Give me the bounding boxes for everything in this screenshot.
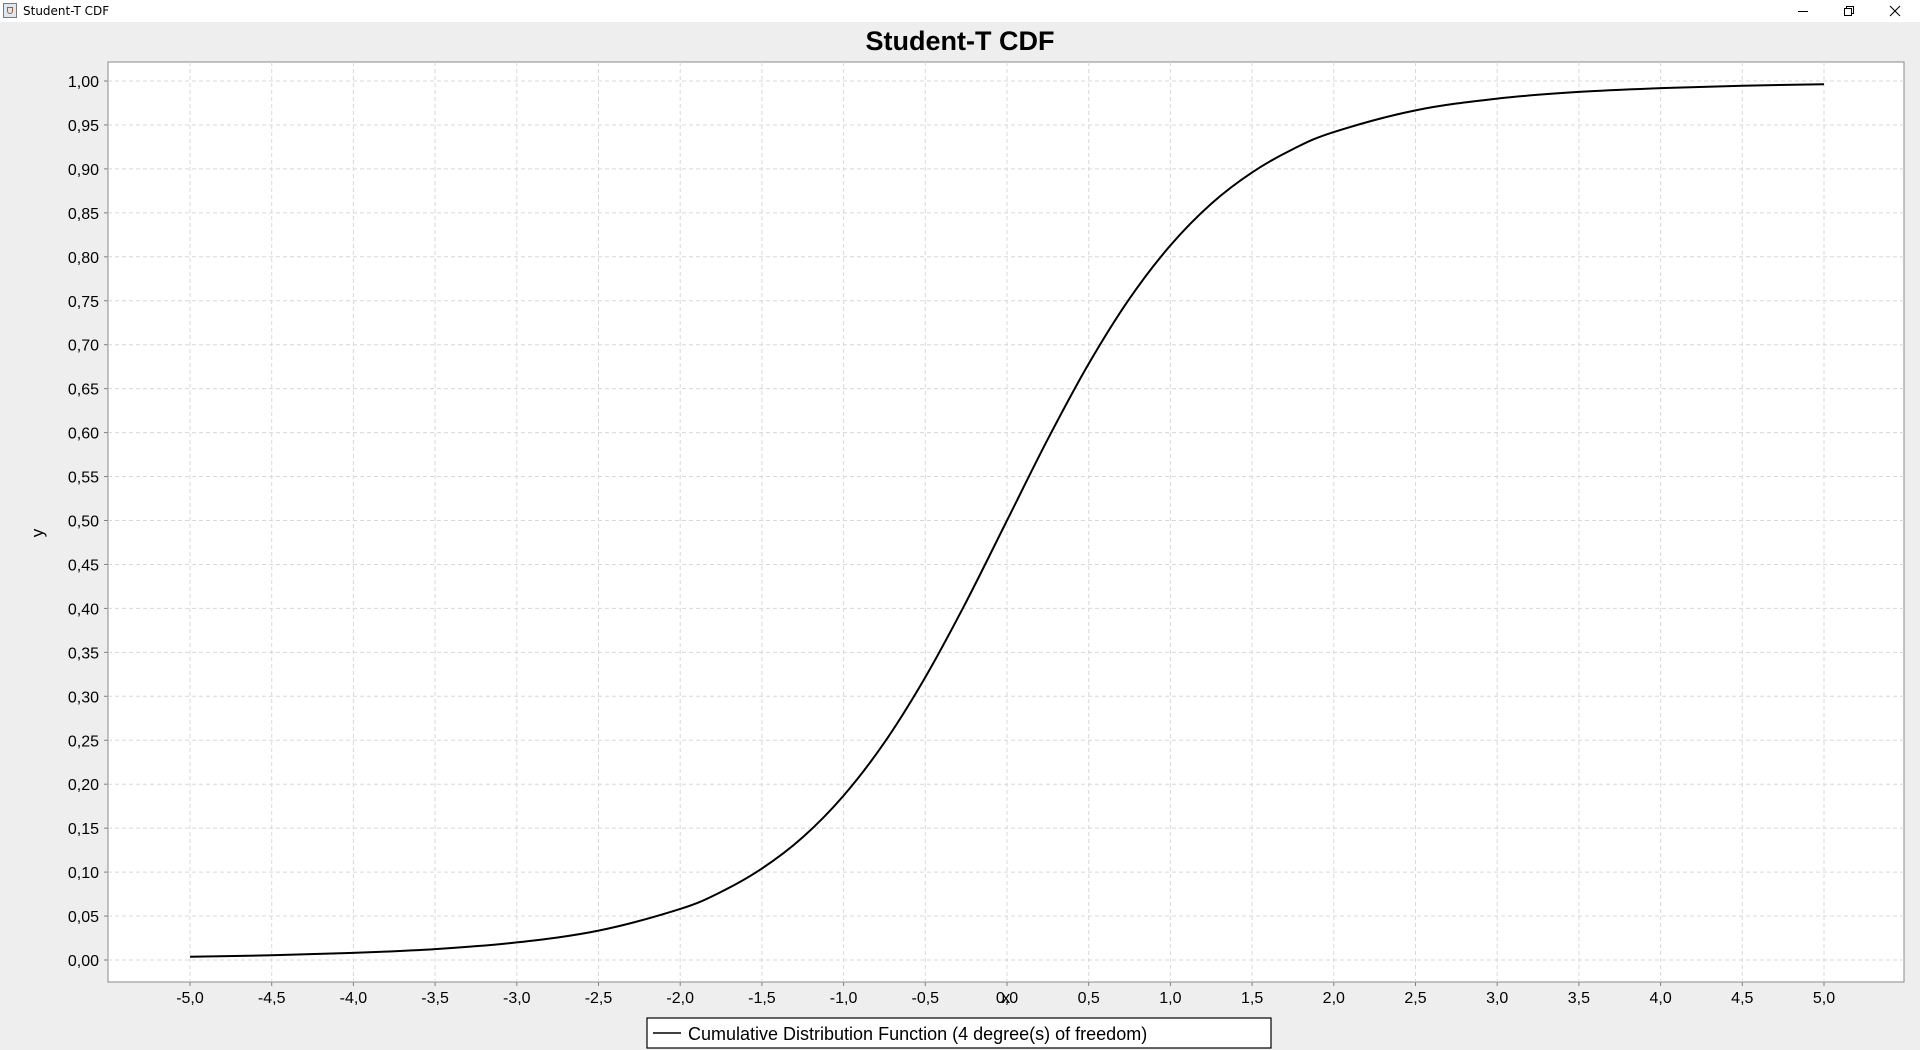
y-tick-label: 0,65 — [68, 382, 99, 399]
y-tick-label: 0,95 — [68, 118, 99, 135]
x-tick-label: 1,0 — [1159, 990, 1181, 1007]
close-button[interactable] — [1872, 0, 1918, 22]
y-tick-label: 0,05 — [68, 909, 99, 926]
close-icon — [1889, 5, 1901, 17]
x-tick-label: -1,5 — [748, 990, 776, 1007]
y-tick-label: 0,75 — [68, 294, 99, 311]
x-tick-label: -4,5 — [258, 990, 286, 1007]
x-tick-label: -3,0 — [503, 990, 531, 1007]
x-tick-label: -1,0 — [830, 990, 858, 1007]
y-tick-label: 0,45 — [68, 557, 99, 574]
y-tick-label: 0,90 — [68, 162, 99, 179]
x-tick-label: -4,0 — [340, 990, 368, 1007]
restore-icon — [1844, 6, 1854, 16]
x-axis-label: x — [1002, 988, 1011, 1007]
x-tick-label: 1,5 — [1241, 990, 1263, 1007]
java-app-icon — [3, 3, 17, 18]
y-axis-label: y — [28, 528, 47, 537]
y-tick-label: 0,25 — [68, 733, 99, 750]
chart-title: Student-T CDF — [866, 26, 1055, 56]
x-tick-label: 2,5 — [1404, 990, 1426, 1007]
y-tick-label: 0,85 — [68, 206, 99, 223]
x-tick-label: -3,5 — [421, 990, 449, 1007]
x-tick-label: 0,5 — [1078, 990, 1100, 1007]
x-tick-label: -5,0 — [176, 990, 204, 1007]
y-tick-label: 0,15 — [68, 821, 99, 838]
restore-button[interactable] — [1826, 0, 1872, 22]
gridlines — [108, 62, 1904, 982]
x-tick-label: 0,0 — [996, 990, 1018, 1007]
x-tick-label: -2,0 — [666, 990, 694, 1007]
y-tick-label: 0,20 — [68, 777, 99, 794]
legend-label: Cumulative Distribution Function (4 degr… — [688, 1024, 1147, 1044]
x-tick-label: 4,0 — [1649, 990, 1671, 1007]
x-tick-label: 5,0 — [1813, 990, 1835, 1007]
minimize-button[interactable] — [1780, 0, 1826, 22]
y-tick-label: 0,80 — [68, 250, 99, 267]
chart-canvas: Student-T CDF -5,0 -4,5 -4,0 -3,5 -3,0 -2,5 -2… — [28, 26, 1905, 1049]
minimize-icon — [1798, 11, 1808, 12]
y-tick-label: 0,30 — [68, 689, 99, 706]
cdf-series-line — [189, 83, 1825, 958]
x-tick-label: 3,5 — [1568, 990, 1590, 1007]
series-layer — [189, 83, 1825, 958]
y-tick-label: 1,00 — [68, 74, 99, 91]
x-tick-label: 3,0 — [1486, 990, 1508, 1007]
y-tick-label: 0,70 — [68, 338, 99, 355]
x-tick-label: 4,5 — [1731, 990, 1753, 1007]
y-tick-label: 0,55 — [68, 470, 99, 487]
y-tick-label: 0,50 — [68, 514, 99, 531]
window-titlebar: Student-T CDF — [0, 0, 1920, 22]
window-title: Student-T CDF — [23, 4, 110, 18]
y-tick-label: 0,35 — [68, 645, 99, 662]
axes: -5,0 -4,5 -4,0 -3,5 -3,0 -2,5 -2,0 -1,5 -1,0 -0,5… — [68, 74, 1835, 1007]
legend: Cumulative Distribution Function (4 degr… — [646, 1017, 1272, 1049]
y-tick-label: 0,00 — [68, 953, 99, 970]
y-tick-label: 0,40 — [68, 601, 99, 618]
legend-box — [646, 1017, 1272, 1049]
y-tick-label: 0,10 — [68, 865, 99, 882]
x-tick-label: 2,0 — [1323, 990, 1345, 1007]
y-tick-label: 0,60 — [68, 426, 99, 443]
x-tick-label: -0,5 — [912, 990, 940, 1007]
x-tick-label: -2,5 — [585, 990, 613, 1007]
